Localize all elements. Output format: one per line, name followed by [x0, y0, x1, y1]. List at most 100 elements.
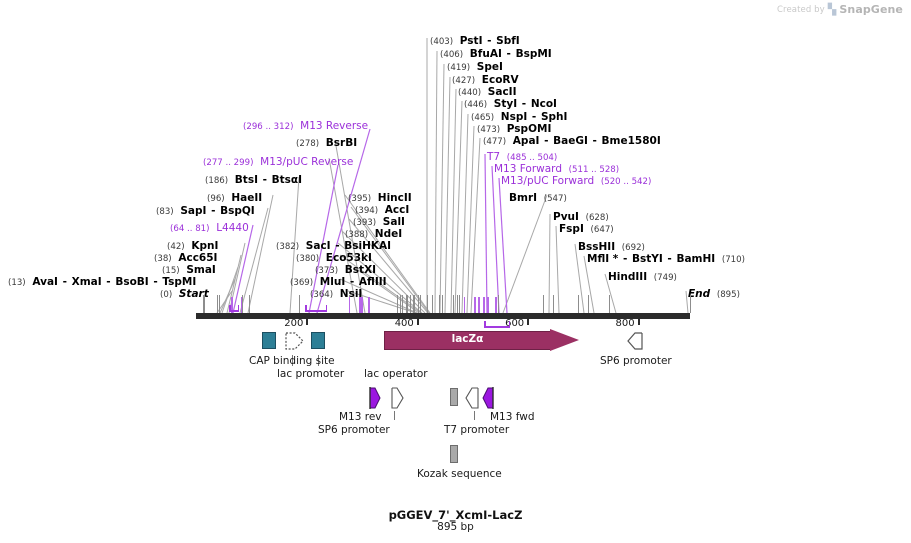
feature-m13-fwd[interactable] [481, 386, 497, 410]
enzyme-label-bsshii[interactable]: BssHII (692) [578, 241, 645, 254]
feature-lacz-alpha[interactable]: lacZα [384, 329, 579, 351]
enzyme-label-names: M13/pUC Forward [501, 175, 594, 187]
enzyme-label-position: (13) [8, 278, 26, 288]
enzyme-label-kpni[interactable]: (42) KpnI [167, 240, 218, 253]
enzyme-label-names: StyI - NcoI [494, 98, 557, 110]
enzyme-name: BfuAI [469, 48, 502, 60]
restriction-site-tick-692 [577, 295, 579, 313]
enzyme-label-ecorv[interactable]: (427) EcoRV [452, 74, 519, 87]
enzyme-name: SmaI [186, 264, 216, 276]
tick-sp6-promoter-row2 [394, 411, 395, 420]
restriction-site-tick-403 [418, 295, 420, 313]
caption-m13-fwd: M13 fwd [490, 411, 535, 423]
purple-feature-span-m13-forward [484, 321, 510, 328]
enzyme-label-saci-bsihkai[interactable]: (382) SacI - BsiHKAI [276, 240, 391, 253]
enzyme-label-m13-puc-reverse[interactable]: (277 .. 299) M13/pUC Reverse [203, 156, 353, 169]
feature-sp6-promoter-top[interactable] [625, 330, 647, 352]
enzyme-label-position: (0) [160, 290, 173, 300]
enzyme-label-acc65i[interactable]: (38) Acc65I [154, 252, 217, 265]
feature-m13-rev[interactable] [366, 386, 382, 410]
enzyme-name-separator: - [588, 135, 601, 147]
enzyme-label-psti-sbfi[interactable]: (403) PstI - SbfI [430, 35, 520, 48]
enzyme-label-position: (477) [483, 137, 507, 147]
restriction-site-tick-547 [497, 295, 499, 313]
enzyme-label-btsi-btsai[interactable]: (186) BtsI - BtsαI [205, 174, 302, 187]
enzyme-label-names: SpeI [477, 61, 503, 73]
enzyme-name: BsoBI [115, 276, 149, 288]
enzyme-label-position: (394) [355, 206, 379, 216]
enzyme-name: PvuI [553, 211, 579, 223]
enzyme-label-bstxi[interactable]: (373) BstXI [315, 264, 376, 277]
enzyme-label-mfli-bstyi-bamhi[interactable]: MflI * - BstYI - BamHI (710) [587, 253, 745, 266]
enzyme-label-m13-puc-forward[interactable]: M13/pUC Forward (520 .. 542) [501, 175, 651, 188]
enzyme-label-mlui-afliii[interactable]: (369) MluI - AflIII [290, 276, 387, 289]
enzyme-name: BsrBI [325, 137, 358, 149]
enzyme-name: Start [178, 288, 209, 300]
enzyme-label-avai-xmai-bsobi-tspmi[interactable]: (13) AvaI - XmaI - BsoBI - TspMI [8, 276, 196, 289]
enzyme-label-position: (485 .. 504) [506, 153, 558, 163]
enzyme-name: End [688, 288, 711, 300]
feature-cap-binding-site[interactable] [262, 332, 276, 349]
caption-t7-promoter: T7 promoter [444, 424, 510, 436]
enzyme-label-fspi[interactable]: FspI (647) [559, 223, 614, 236]
feature-t7-open-arrow[interactable] [464, 386, 482, 410]
restriction-site-tick-628 [542, 295, 544, 313]
feature-kozak-sequence-box[interactable] [450, 445, 458, 463]
enzyme-name: ApaI [512, 135, 540, 147]
enzyme-label-m13-reverse[interactable]: (296 .. 312) M13 Reverse [243, 120, 368, 133]
caption-sp6-promoter: SP6 promoter [318, 424, 390, 436]
enzyme-label-eco53ki[interactable]: (380) Eco53kI [296, 252, 372, 265]
primer-site-tick-277 [348, 297, 351, 313]
enzyme-label-hindiii[interactable]: HindIII (749) [608, 271, 677, 284]
feature-lac-promoter[interactable] [283, 330, 305, 352]
enzyme-name: SphI [540, 111, 568, 123]
enzyme-name: BspMI [515, 48, 552, 60]
enzyme-label-bfuai-bspmi[interactable]: (406) BfuAI - BspMI [440, 48, 552, 61]
enzyme-label-pvui[interactable]: PvuI (628) [553, 211, 609, 224]
enzyme-label-spei[interactable]: (419) SpeI [447, 61, 503, 74]
enzyme-label-end[interactable]: End (895) [688, 288, 740, 301]
restriction-site-tick-42 [219, 295, 221, 313]
enzyme-label-start[interactable]: (0) Start [160, 288, 209, 301]
primer-site-tick-542 [495, 297, 497, 313]
enzyme-label-sapi-bspqi[interactable]: (83) SapI - BspQI [156, 205, 255, 218]
ruler-tick-400 [416, 317, 419, 325]
enzyme-name: PstI [459, 35, 483, 47]
enzyme-name-separator: - [528, 111, 540, 123]
enzyme-label-nspi-sphi[interactable]: (465) NspI - SphI [471, 111, 567, 124]
enzyme-name: EcoRV [481, 74, 519, 86]
restriction-site-tick-419 [427, 295, 429, 313]
enzyme-label-sali[interactable]: (393) SalI [353, 216, 405, 229]
enzyme-label-t7[interactable]: T7 (485 .. 504) [487, 151, 557, 164]
enzyme-label-ndei[interactable]: (388) NdeI [345, 228, 402, 241]
enzyme-label-names: KpnI [191, 240, 218, 252]
enzyme-label-l4440[interactable]: (64 .. 81) L4440 [170, 222, 249, 235]
enzyme-name: M13 Forward [494, 163, 562, 175]
feature-sp6-promoter-row2[interactable] [388, 386, 406, 410]
enzyme-label-smai[interactable]: (15) SmaI [162, 264, 216, 277]
enzyme-label-haeii[interactable]: (96) HaeII [207, 192, 262, 205]
enzyme-label-names: AccI [385, 204, 409, 216]
feature-lac-operator[interactable] [311, 332, 325, 349]
enzyme-label-apai-baegi-bme1580i[interactable]: (477) ApaI - BaeGI - Bme1580I [483, 135, 661, 148]
enzyme-label-acci[interactable]: (394) AccI [355, 204, 409, 217]
enzyme-name: BamHI [676, 253, 716, 265]
restriction-site-tick-373 [401, 295, 403, 313]
enzyme-label-styi-ncoi[interactable]: (446) StyI - NcoI [464, 98, 557, 111]
enzyme-label-position: (64 .. 81) [170, 224, 210, 234]
ruler-tick-label-400: 400 [394, 318, 414, 329]
enzyme-label-pspomi[interactable]: (473) PspOMI [477, 123, 551, 136]
enzyme-label-hincii[interactable]: (395) HincII [348, 192, 412, 205]
enzyme-label-names: BstXI [345, 264, 376, 276]
enzyme-label-nsii[interactable]: (364) NsiI [310, 288, 362, 301]
enzyme-label-position: (277 .. 299) [203, 158, 254, 168]
enzyme-label-names: Acc65I [178, 252, 217, 264]
enzyme-name: BaeGI [553, 135, 588, 147]
enzyme-label-sacii[interactable]: (440) SacII [458, 86, 516, 99]
enzyme-name: M13/pUC Forward [501, 175, 595, 187]
enzyme-label-bmri[interactable]: BmrI (547) [509, 192, 567, 205]
restriction-site-tick-895 [690, 295, 691, 313]
enzyme-label-bsrbi[interactable]: (278) BsrBI [296, 137, 357, 150]
enzyme-label-m13-forward[interactable]: M13 Forward (511 .. 528) [494, 163, 619, 176]
feature-t7-promoter-box[interactable] [450, 388, 458, 406]
